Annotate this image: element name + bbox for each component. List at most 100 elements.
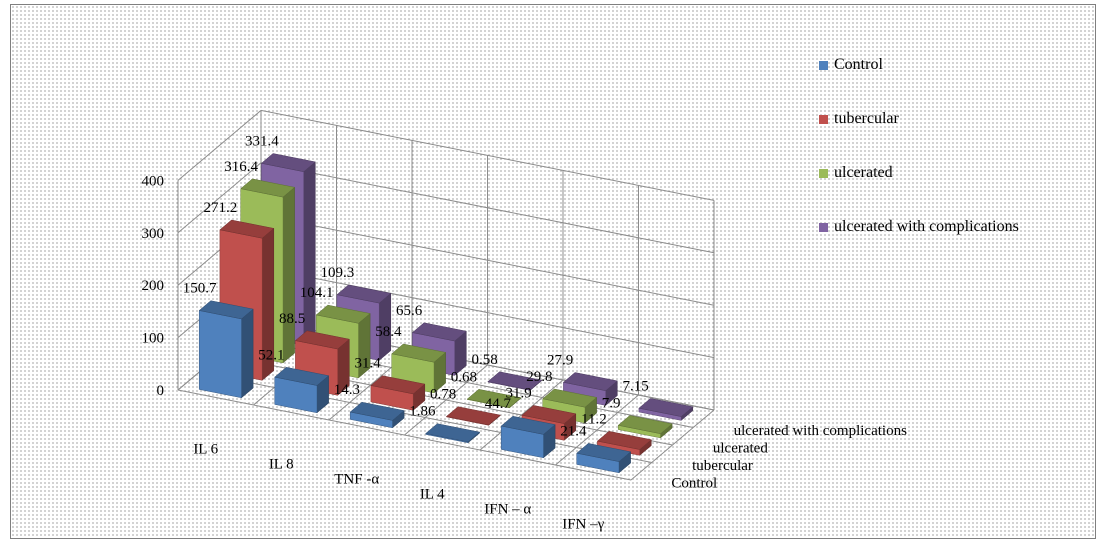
data-label: 271.2: [204, 200, 238, 216]
bar-side-face: [282, 186, 295, 364]
bars: [198, 153, 694, 474]
data-label: 88.5: [279, 311, 305, 327]
back-wall-gridline: [260, 267, 715, 359]
bar-top-face: [487, 371, 543, 391]
bar-top-face: [542, 388, 598, 408]
bar-top-face: [411, 322, 467, 342]
bar-control: [425, 423, 481, 444]
data-label: 331.4: [245, 133, 279, 149]
data-label: 52.1: [258, 347, 284, 363]
depth-tick-label: ulcerated with complications: [734, 423, 907, 439]
x-tick-label: IFN –γ: [562, 517, 604, 533]
data-label: 14.3: [334, 382, 360, 398]
back-wall-gridline: [260, 214, 715, 306]
data-label: 27.9: [547, 353, 573, 369]
bar-control: [576, 443, 632, 474]
y-tick-label: 100: [142, 331, 165, 347]
depth-tick-label: Control: [671, 475, 717, 491]
bar-side-face: [241, 308, 254, 399]
bar-top-face: [521, 405, 577, 424]
x-tick-label: IL 4: [420, 487, 445, 503]
bar-top-face: [370, 375, 426, 395]
bar-top-face: [617, 415, 673, 434]
data-label: 7.9: [602, 396, 621, 412]
data-label: 7.15: [623, 378, 649, 394]
data-label: 150.7: [183, 281, 217, 297]
legend-label-ulcerated-complications: ulcerated with complications: [834, 218, 1019, 235]
legend: Control tubercular ulcerated ulcerated w…: [819, 55, 1099, 255]
data-label: 0.68: [451, 369, 477, 385]
data-label: 44.7: [485, 396, 512, 412]
data-label: 65.6: [396, 303, 423, 319]
x-tick-label: TNF -α: [334, 472, 379, 488]
legend-label-ulcerated: ulcerated: [834, 164, 893, 181]
y-tick-label: 300: [142, 226, 165, 242]
y-tick-label: 200: [142, 278, 165, 294]
bar-control: [274, 367, 330, 414]
depth-tick-label: ulcerated: [713, 440, 768, 456]
bar-top-face: [336, 284, 392, 304]
bar-tubercular: [370, 375, 426, 411]
bar-control: [198, 300, 254, 399]
depth-tick-label: tubercular: [692, 458, 753, 474]
legend-swatch-tubercular: [819, 114, 828, 124]
legend-swatch-ulcerated: [819, 168, 828, 178]
bar-top-face: [576, 443, 632, 462]
bar-top-face: [294, 330, 350, 350]
bar-top-face: [219, 219, 275, 239]
data-labels: 7.15 27.9 0.58 65.6 109.3 331.4 7.9 29.8 0.68 58.…: [183, 133, 649, 439]
legend-swatch-control: [819, 60, 828, 70]
bar-top-face: [240, 178, 296, 198]
bar-side-face: [303, 161, 316, 346]
bar-top-face: [425, 423, 481, 443]
data-label: 0.78: [430, 387, 456, 403]
x-tick-label: IFN – α: [484, 502, 531, 518]
bar-top-face: [274, 367, 330, 386]
legend-item-ulcerated: ulcerated: [819, 163, 893, 183]
floor-gridline: [198, 372, 652, 463]
data-label: 31.4: [355, 356, 382, 372]
bar-top-face: [315, 304, 371, 324]
bar-top-face: [500, 415, 556, 435]
legend-label-control: Control: [834, 56, 883, 73]
data-label: 58.4: [375, 324, 402, 340]
data-label: 11.2: [581, 411, 607, 427]
bar-top-face: [260, 153, 316, 172]
data-label: 31.9: [506, 385, 532, 401]
bar-top-face: [638, 398, 694, 417]
legend-swatch-ulcerated-complications: [819, 222, 828, 232]
back-wall-gridline: [260, 109, 715, 201]
bar-top-face: [562, 372, 618, 391]
side-wall-gridline: [177, 162, 262, 234]
bar-ulcerated-with-complications: [638, 398, 694, 421]
legend-item-ulcerated-complications: ulcerated with complications: [819, 217, 1019, 237]
bar-control: [500, 415, 556, 459]
bar-tubercular: [445, 406, 501, 426]
bar-top-face: [466, 389, 522, 408]
chart-area: 0 100 200 300 400 7.15 27.9 0.58 65.6 109.3 331.4 7…: [10, 4, 1096, 539]
data-label: 316.4: [224, 159, 258, 175]
data-label: 1.86: [409, 404, 436, 420]
legend-item-tubercular: tubercular: [819, 109, 899, 129]
grid-walls: [177, 109, 715, 481]
bar-ulcerated: [466, 389, 522, 409]
bar-top-face: [391, 343, 447, 363]
y-tick-label: 400: [142, 173, 165, 189]
x-tick-label: IL 8: [269, 457, 294, 473]
back-wall-gridline: [260, 162, 715, 254]
x-tick-label: IL 6: [193, 442, 218, 458]
bar-top-face: [349, 401, 405, 421]
data-label: 0.58: [472, 352, 498, 368]
data-label: 109.3: [321, 265, 355, 281]
bar-control: [349, 401, 405, 429]
y-tick-label: 0: [157, 383, 165, 399]
bar-front-face: [198, 310, 242, 399]
chart-plot: 01002003004007.1527.90.5865.6109.3331.47…: [142, 109, 907, 533]
data-label: 104.1: [300, 285, 334, 301]
bar-top-face: [596, 431, 652, 450]
legend-label-tubercular: tubercular: [834, 110, 899, 127]
bar-top-face: [198, 300, 254, 320]
side-wall-gridline: [177, 110, 262, 181]
data-label: 29.8: [526, 369, 552, 385]
legend-item-control: Control: [819, 55, 883, 75]
